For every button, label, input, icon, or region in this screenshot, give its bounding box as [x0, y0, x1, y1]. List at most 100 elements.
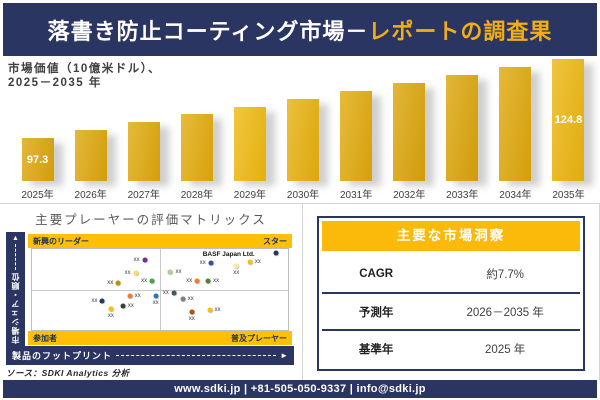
player-dot-label: xx: [233, 270, 240, 277]
chart-subtitle: 市場価値（10億米ドル）、 2025－2035 年: [8, 62, 161, 90]
player-dot: [120, 303, 126, 309]
bar-slot: 97.3: [11, 59, 64, 181]
year-label: 2026年: [74, 190, 107, 201]
bar-2034年: [499, 67, 532, 181]
table-row: 予測年 2026－2035 年: [322, 292, 580, 329]
player-dot: [153, 293, 159, 299]
x-axis-bar: 製品のフットプリント ►: [6, 346, 294, 365]
player-dot-label: xx: [187, 296, 194, 303]
player-dot: [180, 296, 186, 302]
player-dot-label: xx: [214, 307, 221, 314]
year-label: 2025年: [21, 190, 54, 201]
bar-slot: [383, 59, 436, 181]
bar-slot: [170, 59, 223, 181]
player-dot-label: xx: [162, 290, 169, 297]
quadrant-label-pervasive-players: 普及プレーヤー: [231, 333, 287, 343]
table-row: 基準年 2025 年: [322, 329, 580, 366]
page-title: 落書き防止コーティング市場－: [47, 18, 369, 44]
player-dot-label: xx: [152, 299, 159, 306]
player-dot: [189, 309, 195, 315]
insights-table: 主要な市場洞察 CAGR 約7.7% 予測年 2026－2035 年 基準年 2…: [317, 216, 585, 371]
footer-contact: www.sdki.jp | +81-505-050-9337 | info@sd…: [174, 383, 426, 395]
bar-2030年: [287, 99, 320, 181]
bar-slot: [276, 59, 329, 181]
player-dot-label: xx: [134, 292, 141, 299]
bar-value-label: 124.8: [554, 114, 583, 126]
bar-2032年: [393, 83, 426, 181]
player-dot-label: xx: [133, 257, 140, 264]
bar-2033年: [446, 75, 479, 181]
insights-table-header: 主要な市場洞察: [322, 221, 580, 251]
player-dot-label: xx: [124, 269, 131, 276]
x-axis-label: 製品のフットプリント: [12, 351, 113, 361]
player-dot: [167, 269, 173, 275]
bar-slot: [223, 59, 276, 181]
bar-2029年: [233, 107, 266, 181]
player-dot-label: xx: [186, 277, 193, 284]
market-insights-panel: 主要な市場洞察 CAGR 約7.7% 予測年 2026－2035 年 基準年 2…: [303, 204, 600, 380]
player-dot: [127, 293, 133, 299]
player-dot-label: xx: [141, 277, 148, 284]
source-note: ソース：SDKI Analytics 分析: [6, 368, 130, 378]
bar-2028年: [180, 114, 213, 181]
bar-slot: [330, 59, 383, 181]
footer-bar: www.sdki.jp | +81-505-050-9337 | info@sd…: [3, 380, 597, 398]
bar-value-label: 97.3: [26, 153, 49, 166]
bar-2027年: [127, 122, 160, 181]
player-dot: [207, 307, 213, 313]
player-dot: [205, 278, 211, 284]
quadrant-horizontal-divider: [32, 289, 288, 291]
x-axis-dashes: [116, 355, 277, 356]
year-label: 2031年: [339, 190, 373, 201]
row-value-base-year: 2025 年: [485, 343, 526, 356]
row-label-cagr: CAGR: [359, 267, 394, 280]
player-dot: [133, 270, 139, 276]
quadrant-band-bottom: 参加者 普及プレーヤー: [28, 331, 292, 345]
player-dot: [171, 290, 177, 296]
row-value-cagr: 約7.7%: [486, 268, 525, 281]
bottom-section: 主要プレーヤーの評価マトリックス ▲ 市場シェア・順位 新興のリーダー スター …: [0, 203, 600, 380]
bar-slot: [489, 59, 542, 181]
bar-2025年: 97.3: [21, 138, 54, 181]
quadrant-label-stars: スター: [263, 236, 287, 246]
market-value-bar-chart: 市場価値（10億米ドル）、 2025－2035 年 97.3 124.8 2025…: [0, 56, 600, 203]
chart-subtitle-line2: 2025－2035 年: [8, 77, 102, 89]
y-axis-bar: ▲ 市場シェア・順位: [6, 232, 25, 346]
company-annotation: BASF Japan Ltd.: [202, 250, 255, 258]
x-axis-year-labels: 2025年 2026年 2027年 2028年 2029年 2030年 2031年 2032年…: [11, 186, 595, 201]
year-label: 2029年: [233, 190, 267, 201]
player-dot-label: xx: [91, 297, 98, 304]
player-dot: [273, 250, 279, 256]
bar-slot: [64, 59, 117, 181]
bar-2031年: [340, 91, 373, 181]
year-label: 2034年: [499, 190, 532, 201]
matrix-title: 主要プレーヤーの評価マトリックス: [35, 213, 267, 227]
scatter-plot-area: BASF Japan Ltd. xx xx xx xx xx xx xx xx xx xx xx xx…: [31, 248, 289, 331]
bar-2035年: 124.8: [552, 59, 585, 181]
year-label: 2035年: [552, 190, 585, 201]
chart-subtitle-line1: 市場価値（10億米ドル）、: [8, 63, 162, 75]
arrow-right-icon: ►: [280, 350, 288, 360]
player-dot-label: xx: [175, 269, 182, 276]
player-dot: [142, 257, 148, 263]
player-dot: [115, 280, 121, 286]
row-label-base-year: 基準年: [358, 343, 394, 356]
player-matrix-panel: 主要プレーヤーの評価マトリックス ▲ 市場シェア・順位 新興のリーダー スター …: [0, 204, 303, 380]
player-dot-label: xx: [254, 258, 261, 265]
player-dot-label: xx: [107, 312, 114, 319]
bar-series: 97.3 124.8: [11, 59, 595, 181]
player-dot: [208, 260, 214, 266]
player-dot: [149, 278, 155, 284]
bar-slot: [117, 59, 170, 181]
year-label: 2028年: [180, 190, 213, 201]
evaluation-matrix: ▲ 市場シェア・順位 新興のリーダー スター BASF Japan Ltd. x…: [0, 229, 302, 369]
bar-2026年: [74, 130, 107, 181]
player-dot: [233, 263, 239, 269]
insights-rows: CAGR 約7.7% 予測年 2026－2035 年 基準年 2025 年: [322, 255, 580, 366]
quadrant-label-emerging-leaders: 新興のリーダー: [33, 236, 89, 246]
player-dot-label: xx: [188, 316, 195, 323]
header-banner: 落書き防止コーティング市場－ レポートの調査果: [3, 3, 597, 56]
y-axis-dashes: [15, 244, 16, 270]
arrow-up-icon: ▲: [12, 235, 19, 242]
